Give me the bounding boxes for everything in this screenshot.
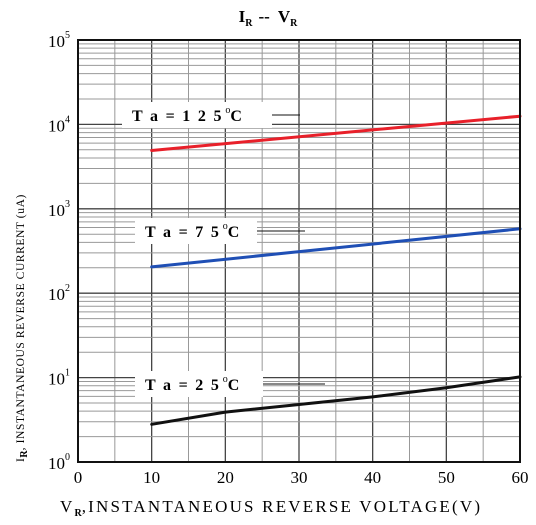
y-tick-label: 100	[48, 452, 70, 473]
annotation-layer: T a = 1 2 5 oC T a = 7 5 oC T a = 2 5 oC	[122, 102, 325, 397]
y-tick-label: 103	[48, 199, 70, 220]
series-line	[150, 375, 522, 426]
y-axis-label: IR, INSTANTANEOUS REVERSE CURRENT (uA)	[15, 194, 30, 462]
chart-title: IR -- VR	[239, 7, 298, 29]
annotation-box	[135, 218, 257, 244]
y-tick-label: 104	[48, 114, 70, 135]
y-tick-label: 101	[48, 368, 70, 389]
series-line	[150, 114, 522, 152]
series-line	[150, 227, 522, 269]
x-tick-label: 40	[364, 468, 381, 487]
x-tick-label: 0	[74, 468, 83, 487]
annotation-label: T a = 1 2 5 oC	[132, 105, 244, 125]
annotation-label: T a = 7 5 oC	[145, 221, 241, 241]
x-tick-label: 50	[438, 468, 455, 487]
y-tick-label: 102	[48, 283, 70, 304]
x-axis-label: VR,INSTANTANEOUS REVERSE VOLTAGE(V)	[60, 497, 482, 519]
annotation-label: T a = 2 5 oC	[145, 374, 241, 394]
annotation-box	[135, 371, 263, 397]
x-tick-label: 20	[217, 468, 234, 487]
x-tick-labels: 0 10 20 30 40 50 60	[74, 468, 529, 487]
plot-frame	[77, 39, 521, 463]
annotation-box	[122, 102, 272, 128]
x-tick-label: 30	[291, 468, 308, 487]
series-layer	[150, 114, 522, 426]
y-tick-label: 105	[48, 30, 70, 51]
x-tick-label: 10	[143, 468, 160, 487]
x-tick-label: 60	[512, 468, 529, 487]
y-tick-labels: 100 101 102 103 104 105	[48, 30, 70, 473]
